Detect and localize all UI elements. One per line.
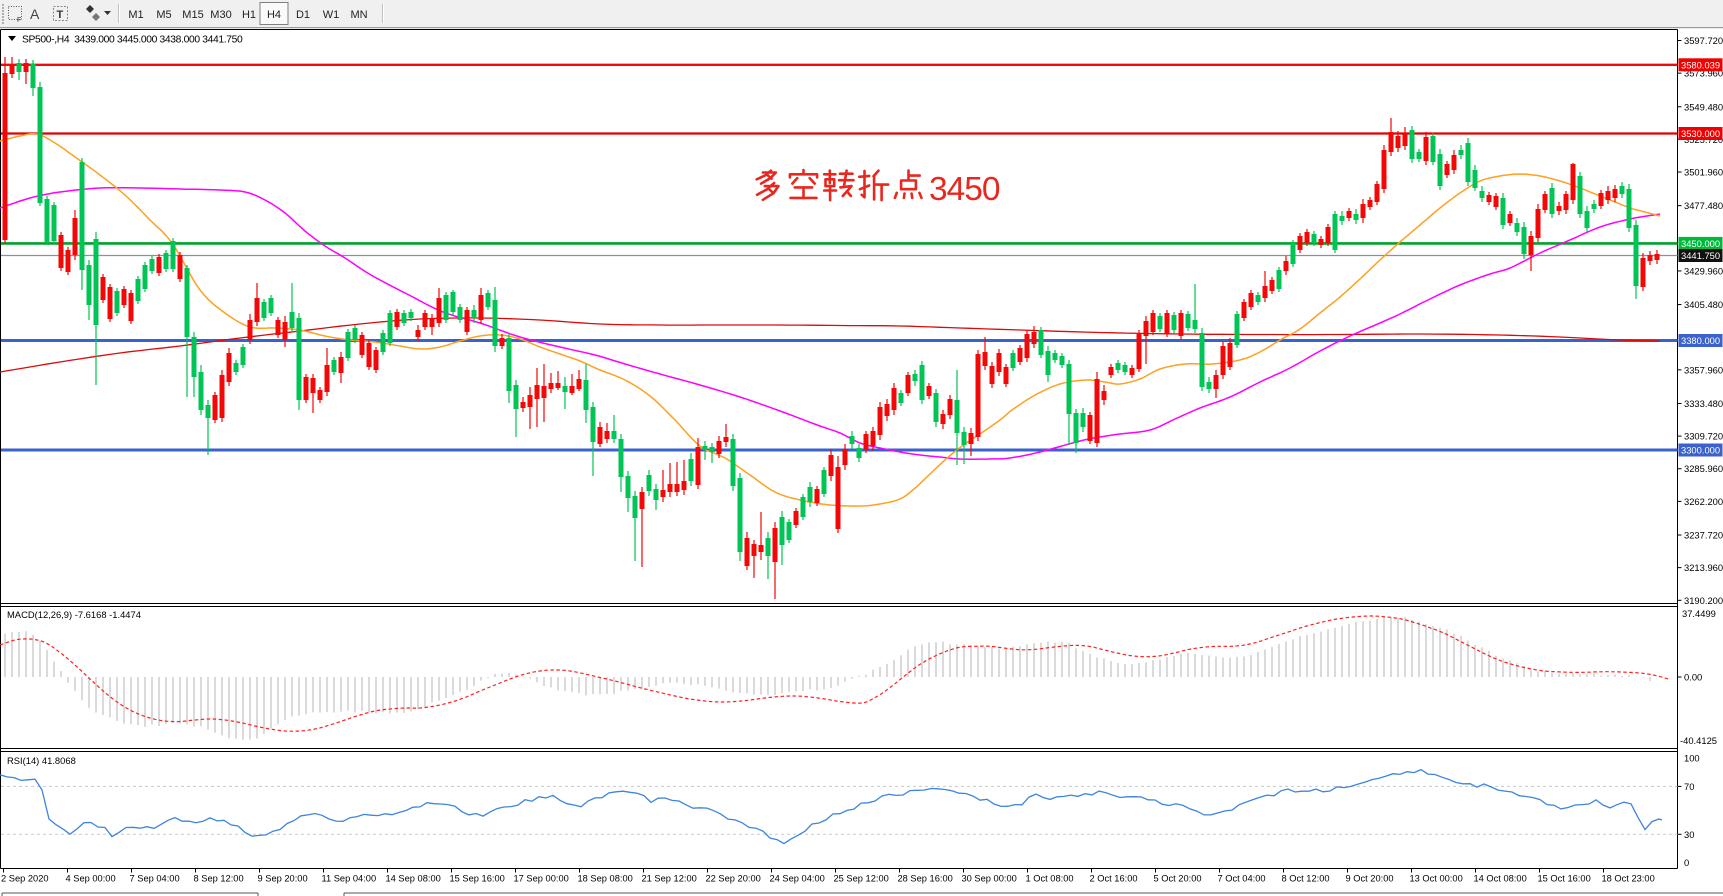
- svg-text:3333.480: 3333.480: [1684, 398, 1723, 409]
- svg-text:M30: M30: [210, 9, 231, 21]
- svg-text:M1: M1: [128, 9, 143, 21]
- svg-text:13 Oct 00:00: 13 Oct 00:00: [1410, 874, 1463, 884]
- svg-text:7 Sep 04:00: 7 Sep 04:00: [130, 874, 180, 884]
- svg-text:4 Sep 00:00: 4 Sep 00:00: [66, 874, 116, 884]
- svg-text:18 Oct 23:00: 18 Oct 23:00: [1602, 874, 1655, 884]
- svg-text:30: 30: [1684, 829, 1694, 840]
- svg-text:M15: M15: [182, 9, 203, 21]
- svg-text:3309.720: 3309.720: [1684, 431, 1723, 442]
- svg-text:3530.000: 3530.000: [1681, 128, 1720, 139]
- svg-text:0: 0: [1684, 857, 1689, 868]
- svg-text:3405.480: 3405.480: [1684, 299, 1723, 310]
- svg-text:3450.000: 3450.000: [1681, 238, 1720, 249]
- svg-text:3580.039: 3580.039: [1681, 59, 1720, 70]
- svg-text:RSI(14) 41.8068: RSI(14) 41.8068: [7, 755, 76, 766]
- svg-text:14 Sep 08:00: 14 Sep 08:00: [386, 874, 441, 884]
- svg-text:24 Sep 04:00: 24 Sep 04:00: [770, 874, 825, 884]
- svg-text:11 Sep 04:00: 11 Sep 04:00: [322, 874, 377, 884]
- svg-text:28 Sep 16:00: 28 Sep 16:00: [898, 874, 953, 884]
- svg-text:5 Oct 20:00: 5 Oct 20:00: [1154, 874, 1202, 884]
- svg-text:3597.720: 3597.720: [1684, 35, 1723, 46]
- svg-text:A: A: [30, 6, 40, 22]
- svg-text:H4: H4: [267, 9, 281, 21]
- svg-text:M5: M5: [156, 9, 171, 21]
- svg-text:3285.960: 3285.960: [1684, 463, 1723, 474]
- svg-text:3477.480: 3477.480: [1684, 200, 1723, 211]
- svg-text:18 Sep 08:00: 18 Sep 08:00: [578, 874, 633, 884]
- svg-text:3262.200: 3262.200: [1684, 496, 1723, 507]
- svg-text:-40.4125: -40.4125: [1680, 735, 1717, 746]
- svg-text:22 Sep 20:00: 22 Sep 20:00: [706, 874, 761, 884]
- svg-text:3501.960: 3501.960: [1684, 167, 1723, 178]
- svg-text:SP500-,H4 3439.000 3445.000 3: SP500-,H4 3439.000 3445.000 3438.000 344…: [22, 35, 243, 46]
- svg-text:37.4499: 37.4499: [1682, 608, 1716, 619]
- svg-text:MACD(12,26,9) -7.6168 -1.4474: MACD(12,26,9) -7.6168 -1.4474: [7, 609, 141, 620]
- svg-text:7 Oct 04:00: 7 Oct 04:00: [1218, 874, 1266, 884]
- svg-text:3441.750: 3441.750: [1681, 250, 1720, 261]
- svg-text:8 Sep 12:00: 8 Sep 12:00: [194, 874, 244, 884]
- svg-text:100: 100: [1684, 753, 1700, 764]
- svg-text:14 Oct 08:00: 14 Oct 08:00: [1474, 874, 1527, 884]
- svg-text:3429.960: 3429.960: [1684, 265, 1723, 276]
- svg-text:3357.960: 3357.960: [1684, 364, 1723, 375]
- svg-text:15 Oct 16:00: 15 Oct 16:00: [1538, 874, 1591, 884]
- svg-text:T: T: [57, 9, 64, 21]
- svg-text:2 Sep 2020: 2 Sep 2020: [1, 874, 49, 884]
- svg-text:D1: D1: [296, 9, 310, 21]
- svg-text:9 Oct 20:00: 9 Oct 20:00: [1346, 874, 1394, 884]
- svg-text:21 Sep 12:00: 21 Sep 12:00: [642, 874, 697, 884]
- svg-text:3380.000: 3380.000: [1681, 335, 1720, 346]
- svg-text:3300.000: 3300.000: [1681, 445, 1720, 456]
- svg-text:3213.960: 3213.960: [1684, 562, 1723, 573]
- svg-text:0.00: 0.00: [1684, 672, 1702, 683]
- svg-text:F: F: [17, 17, 21, 24]
- svg-text:17 Sep 00:00: 17 Sep 00:00: [514, 874, 569, 884]
- svg-text:9 Sep 20:00: 9 Sep 20:00: [258, 874, 308, 884]
- svg-text:2 Oct 16:00: 2 Oct 16:00: [1090, 874, 1138, 884]
- svg-text:3573.960: 3573.960: [1684, 68, 1723, 79]
- svg-text:W1: W1: [323, 9, 340, 21]
- svg-text:30 Sep 00:00: 30 Sep 00:00: [962, 874, 1017, 884]
- svg-text:3190.200: 3190.200: [1684, 595, 1723, 606]
- svg-text:3549.480: 3549.480: [1684, 101, 1723, 112]
- svg-text:H1: H1: [242, 9, 256, 21]
- svg-text:25 Sep 12:00: 25 Sep 12:00: [834, 874, 889, 884]
- svg-text:1 Oct 08:00: 1 Oct 08:00: [1026, 874, 1074, 884]
- svg-text:3237.720: 3237.720: [1684, 530, 1723, 541]
- svg-text:8 Oct 12:00: 8 Oct 12:00: [1282, 874, 1330, 884]
- svg-text:MN: MN: [350, 9, 367, 21]
- svg-text:3450: 3450: [929, 171, 1000, 208]
- svg-text:70: 70: [1684, 781, 1694, 792]
- svg-text:15 Sep 16:00: 15 Sep 16:00: [450, 874, 505, 884]
